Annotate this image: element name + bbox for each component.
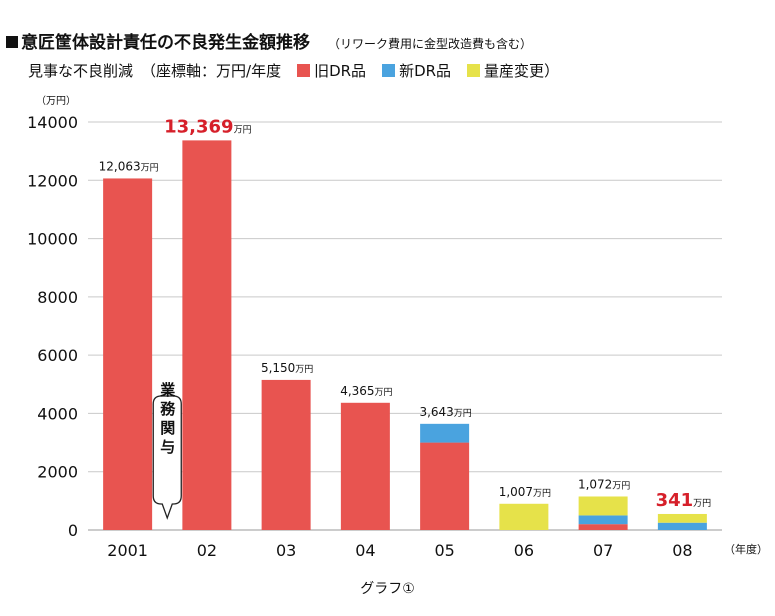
x-unit-label: （年度） xyxy=(724,542,768,556)
x-tick-label: 06 xyxy=(514,541,534,560)
title-note: （リワーク費用に金型改造費も含む） xyxy=(328,37,533,51)
bar-total-label: 13,369万円 xyxy=(164,116,251,137)
x-tick-label: 07 xyxy=(593,541,613,560)
y-tick-label: 12000 xyxy=(27,171,78,190)
title-square-icon xyxy=(6,36,18,48)
bar-old_dr xyxy=(578,524,628,530)
bar-old_dr xyxy=(182,140,232,530)
bar-total-unit: 万円 xyxy=(533,488,551,499)
bar-total-number: 12,063 xyxy=(99,159,141,173)
bar-total-number: 4,365 xyxy=(340,384,374,398)
bar-mass_change xyxy=(578,496,628,516)
x-tick-label: 05 xyxy=(434,541,454,560)
x-tick-label: 2001 xyxy=(107,541,148,560)
bar-total-unit: 万円 xyxy=(234,124,252,135)
bar-total-number: 1,072 xyxy=(578,477,612,491)
bar-total-number: 1,007 xyxy=(499,485,533,499)
bar-total-label: 4,365万円 xyxy=(340,384,392,398)
chart-title: 意匠筐体設計責任の不良発生金額推移 （リワーク費用に金型改造費も含む） xyxy=(6,28,532,53)
bar-total-unit: 万円 xyxy=(375,387,393,398)
bar-new_dr xyxy=(578,515,628,525)
y-tick-label: 0 xyxy=(68,521,78,540)
subtitle-text: 見事な不良削減 xyxy=(28,62,134,80)
bar-total-label: 12,063万円 xyxy=(99,159,159,173)
title-text: 意匠筐体設計責任の不良発生金額推移 xyxy=(21,33,310,53)
bar-total-number: 13,369 xyxy=(164,116,233,137)
y-tick-label: 6000 xyxy=(37,346,78,365)
bar-total-label: 1,007万円 xyxy=(499,485,551,499)
y-unit-label: （万円） xyxy=(36,95,76,107)
x-tick-label: 04 xyxy=(355,541,375,560)
legend-label-old-dr: 旧DR品 xyxy=(314,62,367,80)
bar-total-label: 341万円 xyxy=(656,490,712,511)
bar-total-unit: 万円 xyxy=(454,408,472,419)
bar-total-label: 1,072万円 xyxy=(578,477,630,491)
bar-old_dr xyxy=(420,442,470,530)
bar-total-number: 5,150 xyxy=(261,361,295,375)
x-tick-label: 03 xyxy=(276,541,296,560)
callout-text: 業務関与 xyxy=(158,381,176,458)
y-tick-label: 8000 xyxy=(37,288,78,307)
bar-old_dr xyxy=(261,379,311,530)
bar-total-label: 3,643万円 xyxy=(419,405,471,419)
legend-swatch-mass-change xyxy=(467,64,481,77)
bar-total-number: 341 xyxy=(656,490,694,511)
x-tick-label: 08 xyxy=(672,541,692,560)
x-tick-label: 02 xyxy=(197,541,217,560)
y-tick-label: 4000 xyxy=(37,404,78,423)
bar-total-number: 3,643 xyxy=(419,405,453,419)
legend-swatch-old-dr xyxy=(297,64,311,77)
subtitle-row: 見事な不良削減 （座標軸：万円/年度 旧DR品 新DR品 量産変更 ） xyxy=(28,60,559,81)
legend-item-new-dr: 新DR品 xyxy=(382,60,451,81)
chart-caption: グラフ① xyxy=(360,581,415,597)
bar-new_dr xyxy=(657,522,707,530)
bar-total-unit: 万円 xyxy=(141,162,159,173)
legend-label-mass-change: 量産変更 xyxy=(484,62,545,80)
legend-item-old-dr: 旧DR品 xyxy=(297,60,366,81)
legend-item-mass-change: 量産変更 xyxy=(467,60,544,81)
legend-swatch-new-dr xyxy=(382,64,396,77)
bar-total-unit: 万円 xyxy=(693,498,711,509)
callout-bubble xyxy=(152,395,182,520)
bar-mass_change xyxy=(499,503,549,530)
bar-total-unit: 万円 xyxy=(612,480,630,491)
axis-note-close: ） xyxy=(544,62,560,80)
bar-mass_change xyxy=(657,513,707,523)
y-tick-label: 14000 xyxy=(27,113,78,132)
axis-note: （座標軸：万円/年度 xyxy=(141,62,282,80)
bar-total-label: 5,150万円 xyxy=(261,361,313,375)
y-tick-label: 2000 xyxy=(37,463,78,482)
bar-old_dr xyxy=(340,402,390,530)
y-tick-label: 10000 xyxy=(27,230,78,249)
legend-label-new-dr: 新DR品 xyxy=(399,62,452,80)
bar-new_dr xyxy=(420,423,470,443)
bar-total-unit: 万円 xyxy=(295,364,313,375)
bar-old_dr xyxy=(103,178,153,530)
